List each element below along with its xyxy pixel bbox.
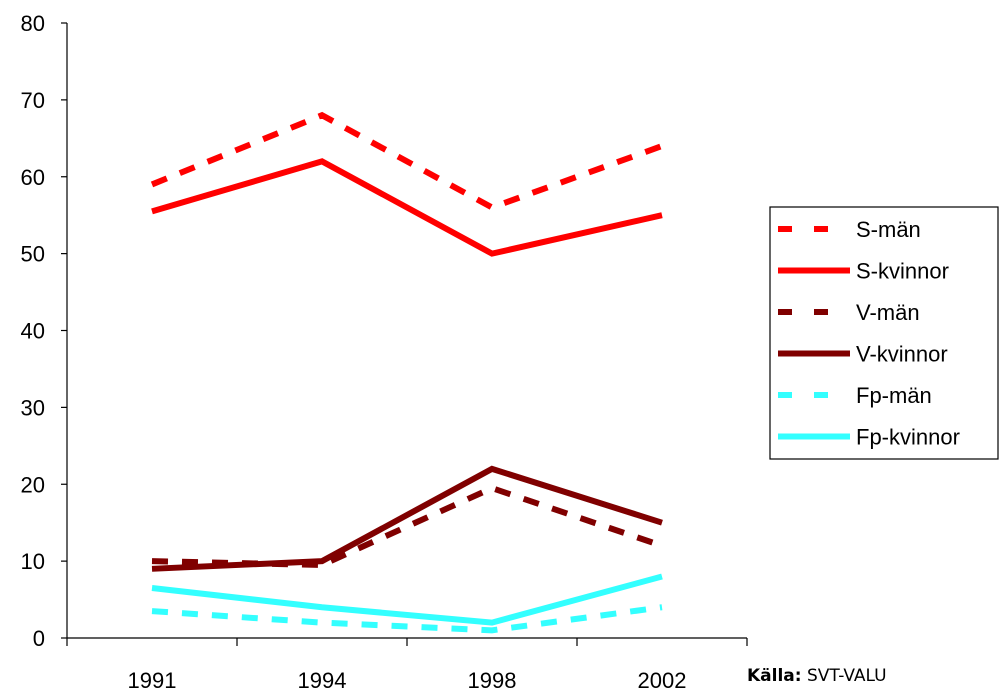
y-tick-label: 70: [21, 88, 45, 113]
series-line-v-kvinnor: [151, 465, 663, 572]
y-tick-label: 80: [21, 11, 45, 36]
x-tick-label: 1998: [468, 668, 517, 691]
legend-label: Fp-män: [856, 383, 932, 408]
y-tick-label: 50: [21, 242, 45, 267]
series-line-s-kvinnor: [151, 158, 663, 257]
legend-label: S-män: [856, 217, 921, 242]
legend-label: V-kvinnor: [856, 342, 948, 367]
series-lines: [150, 111, 664, 634]
series-line-s-män: [150, 111, 664, 211]
x-tick-label: 2002: [638, 668, 687, 691]
legend-label: S-kvinnor: [856, 259, 949, 284]
legend-box: [769, 206, 999, 460]
series-line-fp-kvinnor: [151, 573, 663, 626]
axes: 0 10 20 30 40 50 60 70 80 1991 1994 1998 2002: [21, 11, 748, 691]
y-tick-label: 10: [21, 549, 45, 574]
legend: S-män S-kvinnor V-män V-kvinnor Fp-män Fp-kvi…: [769, 206, 999, 460]
y-tick-label: 40: [21, 319, 45, 344]
series-line-fp-män: [151, 604, 663, 634]
source-label: Källa:: [747, 666, 802, 686]
legend-label: Fp-kvinnor: [856, 425, 960, 450]
legend-label: V-män: [856, 300, 920, 325]
x-tick-label: 1991: [128, 668, 177, 691]
source-note: Källa: SVT-VALU: [747, 666, 887, 686]
y-tick-label: 0: [33, 626, 45, 651]
y-tick-label: 20: [21, 472, 45, 497]
y-tick-label: 60: [21, 165, 45, 190]
x-tick-label: 1994: [298, 668, 347, 691]
y-tick-label: 30: [21, 395, 45, 420]
source-text: SVT-VALU: [801, 666, 887, 686]
